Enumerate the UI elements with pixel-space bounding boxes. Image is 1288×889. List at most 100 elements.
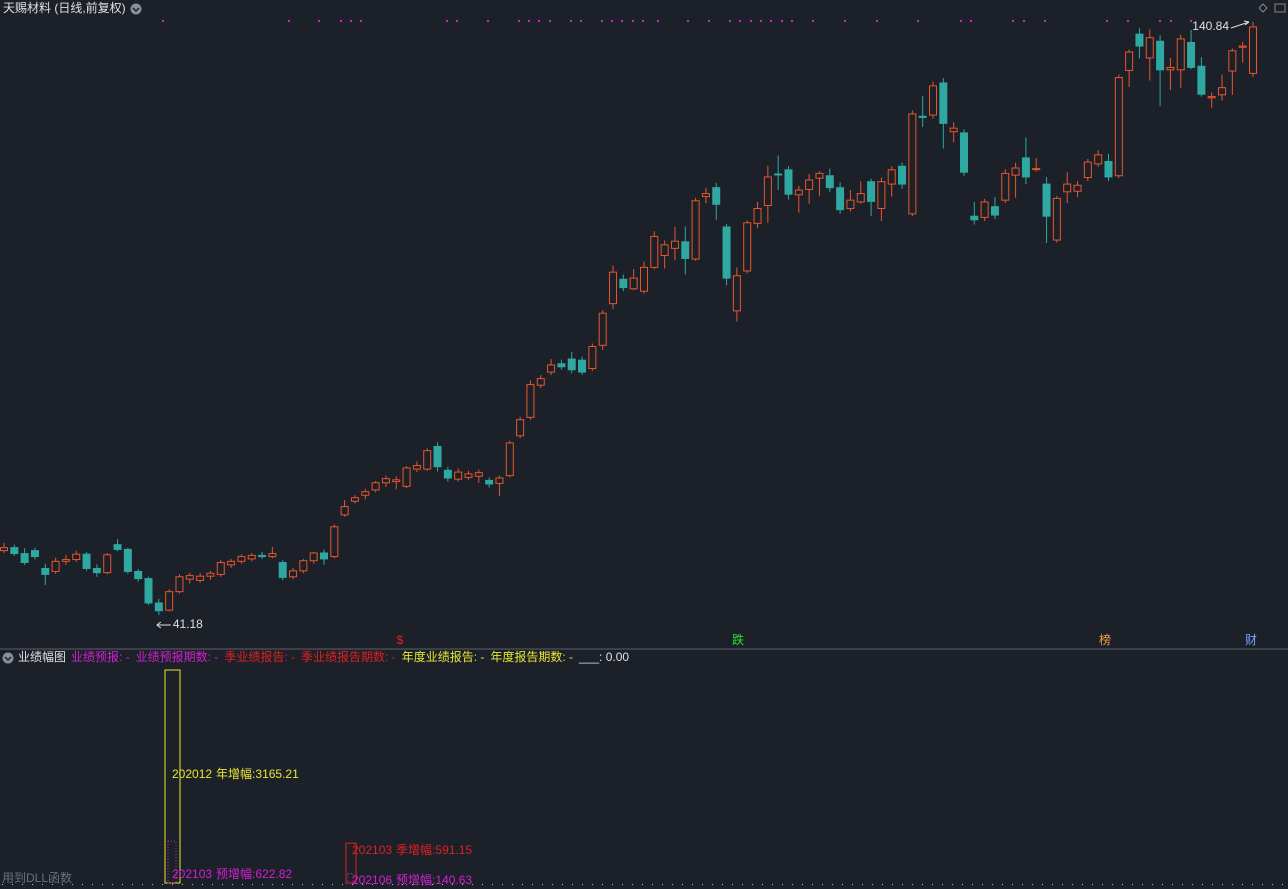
- window-icon[interactable]: [1274, 3, 1286, 13]
- candle-body: [289, 570, 298, 578]
- candle-body: [92, 567, 101, 574]
- candle-body: [526, 384, 535, 418]
- signal-dot: [632, 20, 634, 22]
- candle-body: [165, 591, 174, 611]
- candle-body: [732, 275, 741, 312]
- candle-body: [722, 226, 731, 279]
- candle-body: [216, 562, 225, 575]
- baseline-dot: [722, 884, 723, 885]
- candle-body: [206, 572, 215, 577]
- growth-label: 202012 年增幅:3165.21: [172, 766, 299, 781]
- indicator-chevron: [4, 656, 12, 662]
- candle-body: [825, 175, 834, 189]
- label-kind: 预增幅:: [216, 866, 255, 881]
- baseline-dot: [1172, 884, 1173, 885]
- baseline-dot: [32, 884, 33, 885]
- baseline-dot: [562, 884, 563, 885]
- baseline-dot: [892, 884, 893, 885]
- signal-dot: [570, 20, 572, 22]
- diamond-icon[interactable]: [1258, 3, 1268, 13]
- candle-body: [134, 570, 143, 580]
- baseline-dot: [832, 884, 833, 885]
- baseline-dot: [462, 884, 463, 885]
- legend-item: ___: 0.00: [578, 650, 629, 664]
- candle-body: [547, 364, 556, 373]
- baseline-dot: [972, 884, 973, 885]
- candle-body: [1125, 51, 1134, 71]
- signal-dot: [549, 20, 551, 22]
- indicator-button[interactable]: [2, 652, 14, 664]
- baseline-dot: [762, 884, 763, 885]
- baseline-dot: [792, 884, 793, 885]
- baseline-dot: [282, 884, 283, 885]
- candle-body: [113, 544, 122, 550]
- baseline-dot: [772, 884, 773, 885]
- candle-body: [650, 235, 659, 268]
- baseline-dot: [342, 884, 343, 885]
- baseline-dot: [1272, 884, 1273, 885]
- growth-bar: [345, 842, 357, 884]
- baseline-dot: [412, 884, 413, 885]
- menu-button[interactable]: [130, 3, 142, 15]
- baseline-dot: [502, 884, 503, 885]
- signal-dot: [340, 20, 342, 22]
- candle-body: [1042, 183, 1051, 217]
- signal-dot: [1159, 20, 1161, 22]
- signal-dot: [601, 20, 603, 22]
- candle-body: [1094, 154, 1103, 165]
- candle-body: [103, 554, 112, 574]
- label-value: 3165.21: [255, 767, 299, 781]
- candle-body: [0, 547, 8, 552]
- baseline-dot: [352, 884, 353, 885]
- signal-dot: [621, 20, 623, 22]
- signal-dot: [1044, 20, 1046, 22]
- candle-body: [330, 526, 339, 558]
- baseline-dot: [962, 884, 963, 885]
- candle-body: [474, 472, 483, 477]
- label-value: 622.82: [255, 867, 292, 881]
- baseline-dot: [292, 884, 293, 885]
- legend-item: 业绩预报期数: -: [136, 649, 219, 664]
- candle-body: [227, 560, 236, 566]
- baseline-dot: [532, 884, 533, 885]
- candle-body: [846, 199, 855, 209]
- candle-body: [639, 266, 648, 292]
- candle-body: [567, 358, 576, 371]
- baseline-dot: [1212, 884, 1213, 885]
- signal-dot: [518, 20, 520, 22]
- candle-body: [980, 201, 989, 218]
- candle-body: [278, 562, 287, 578]
- baseline-dot: [1072, 884, 1073, 885]
- baseline-dot: [592, 884, 593, 885]
- baseline-dot: [992, 884, 993, 885]
- candle-body: [1176, 38, 1185, 71]
- candle-body: [918, 115, 927, 118]
- candle-body: [1052, 197, 1061, 241]
- baseline-dot: [222, 884, 223, 885]
- baseline-dot: [742, 884, 743, 885]
- baseline-dot: [182, 884, 183, 885]
- candle-body: [299, 560, 308, 572]
- stock-title: 天赐材料 (日线,前复权): [3, 0, 126, 15]
- candle-body: [1249, 26, 1257, 74]
- baseline-dot: [112, 884, 113, 885]
- footnote: 用到DLL函数: [2, 870, 72, 885]
- signal-dot: [350, 20, 352, 22]
- baseline-dot: [1242, 884, 1243, 885]
- signal-dot: [446, 20, 448, 22]
- label-value: 140.63: [435, 873, 472, 887]
- signal-dot: [456, 20, 458, 22]
- baseline-dot: [702, 884, 703, 885]
- baseline-dot: [1252, 884, 1253, 885]
- baseline-dot: [312, 884, 313, 885]
- baseline-dot: [302, 884, 303, 885]
- candle-body: [247, 554, 256, 560]
- signal-dot: [1190, 20, 1192, 22]
- signal-dot: [1106, 20, 1108, 22]
- baseline-dot: [232, 884, 233, 885]
- baseline-dot: [602, 884, 603, 885]
- baseline-dot: [42, 884, 43, 885]
- candle-body: [1032, 168, 1041, 171]
- candle-body: [887, 169, 896, 185]
- candle-body: [258, 554, 267, 558]
